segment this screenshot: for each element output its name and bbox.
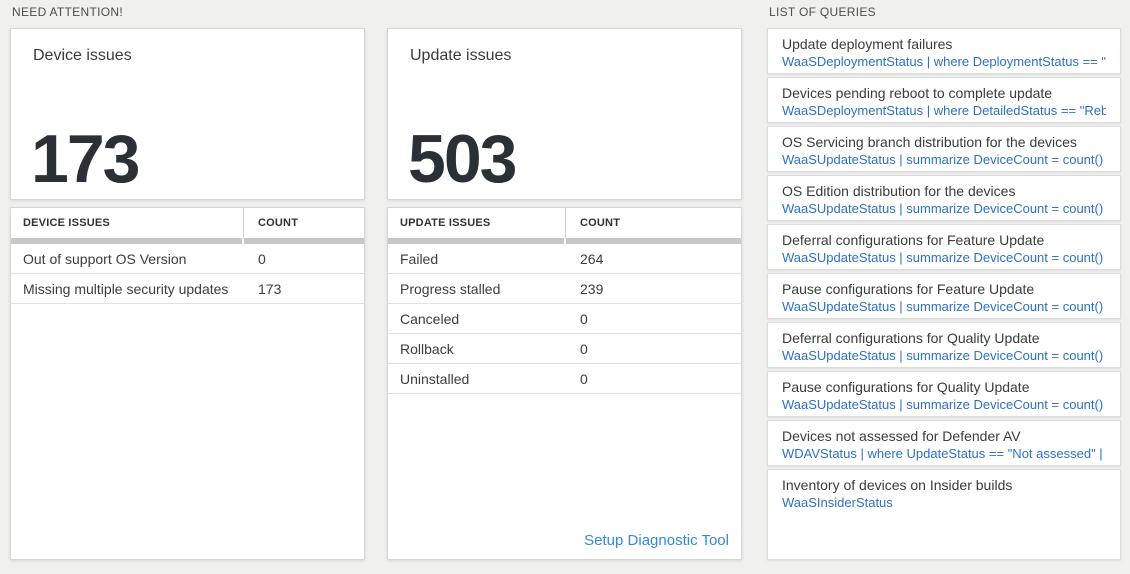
query-item[interactable]: Update deployment failures WaaSDeploymen… — [767, 28, 1121, 74]
query-text: WaaSUpdateStatus | summarize DeviceCount… — [782, 250, 1106, 265]
horizontal-scrollbar[interactable] — [11, 238, 364, 244]
query-item[interactable]: Deferral configurations for Quality Upda… — [767, 322, 1121, 368]
device-issues-table: DEVICE ISSUES COUNT Out of support OS Ve… — [10, 207, 365, 560]
row-label: Failed — [400, 250, 439, 267]
query-item[interactable]: Devices not assessed for Defender AV WDA… — [767, 420, 1121, 466]
table-row[interactable]: Progress stalled 239 — [388, 274, 741, 304]
need-attention-header: NEED ATTENTION! — [12, 5, 123, 19]
query-title: Pause configurations for Quality Update — [782, 379, 1030, 395]
query-item[interactable]: Deferral configurations for Feature Upda… — [767, 224, 1121, 270]
setup-diagnostic-tool-link[interactable]: Setup Diagnostic Tool — [584, 532, 729, 549]
row-label: Progress stalled — [400, 280, 501, 297]
scrollbar-segment — [244, 238, 364, 244]
query-text: WaaSUpdateStatus | summarize DeviceCount… — [782, 397, 1106, 412]
update-issues-table-header: UPDATE ISSUES COUNT — [388, 208, 741, 238]
query-item[interactable]: Pause configurations for Feature Update … — [767, 273, 1121, 319]
query-item[interactable]: Inventory of devices on Insider builds W… — [767, 469, 1121, 560]
update-issues-tile[interactable]: Update issues 503 — [387, 28, 742, 200]
query-item[interactable]: OS Edition distribution for the devices … — [767, 175, 1121, 221]
query-title: Deferral configurations for Quality Upda… — [782, 330, 1040, 346]
row-label: Out of support OS Version — [23, 250, 187, 267]
query-text: WaaSDeploymentStatus | where DetailedSta… — [782, 103, 1106, 118]
column-header-update-issues: UPDATE ISSUES — [388, 208, 566, 238]
query-text: WDAVStatus | where UpdateStatus == "Not … — [782, 446, 1106, 461]
row-label: Canceled — [400, 310, 460, 327]
query-title: Devices pending reboot to complete updat… — [782, 85, 1053, 101]
row-count: 0 — [580, 310, 588, 327]
list-of-queries-header: LIST OF QUERIES — [769, 5, 876, 19]
query-list: Update deployment failures WaaSDeploymen… — [767, 28, 1121, 560]
query-list-column: LIST OF QUERIES Update deployment failur… — [767, 0, 1121, 574]
device-issues-count: 173 — [31, 121, 140, 197]
device-issues-table-header: DEVICE ISSUES COUNT — [11, 208, 364, 238]
query-item[interactable]: OS Servicing branch distribution for the… — [767, 126, 1121, 172]
query-item[interactable]: Pause configurations for Quality Update … — [767, 371, 1121, 417]
column-header-count: COUNT — [580, 217, 621, 229]
query-text: WaaSInsiderStatus — [782, 495, 893, 510]
row-label: Uninstalled — [400, 370, 470, 387]
query-title: Devices not assessed for Defender AV — [782, 428, 1021, 444]
query-title: OS Edition distribution for the devices — [782, 183, 1016, 199]
query-item[interactable]: Devices pending reboot to complete updat… — [767, 77, 1121, 123]
update-issues-table: UPDATE ISSUES COUNT Failed 264 Progress … — [387, 207, 742, 560]
table-row[interactable]: Canceled 0 — [388, 304, 741, 334]
table-row[interactable]: Uninstalled 0 — [388, 364, 741, 394]
query-title: Pause configurations for Feature Update — [782, 281, 1035, 297]
device-issues-tile[interactable]: Device issues 173 — [10, 28, 365, 200]
row-count: 264 — [580, 250, 604, 267]
scrollbar-segment — [566, 238, 741, 244]
horizontal-scrollbar[interactable] — [388, 238, 741, 244]
device-issues-tile-title: Device issues — [33, 47, 132, 64]
row-count: 173 — [258, 280, 282, 297]
table-row[interactable]: Rollback 0 — [388, 334, 741, 364]
update-issues-column: Update issues 503 UPDATE ISSUES COUNT Fa… — [387, 0, 742, 574]
column-header-device-issues: DEVICE ISSUES — [11, 208, 244, 238]
query-text: WaaSUpdateStatus | summarize DeviceCount… — [782, 152, 1106, 167]
scrollbar-segment — [388, 238, 564, 244]
row-label: Missing multiple security updates — [23, 280, 229, 297]
row-label: Rollback — [400, 340, 454, 357]
row-count: 0 — [258, 250, 266, 267]
table-row[interactable]: Out of support OS Version 0 — [11, 244, 364, 274]
column-header-count: COUNT — [258, 217, 299, 229]
table-row[interactable]: Failed 264 — [388, 244, 741, 274]
row-count: 0 — [580, 370, 588, 387]
update-issues-tile-title: Update issues — [410, 47, 512, 64]
device-issues-column: NEED ATTENTION! Device issues 173 DEVICE… — [10, 0, 365, 574]
query-title: Update deployment failures — [782, 36, 953, 52]
row-count: 0 — [580, 340, 588, 357]
query-title: OS Servicing branch distribution for the… — [782, 134, 1077, 150]
table-row[interactable]: Missing multiple security updates 173 — [11, 274, 364, 304]
scrollbar-gap — [242, 238, 244, 244]
query-title: Deferral configurations for Feature Upda… — [782, 232, 1045, 248]
query-title: Inventory of devices on Insider builds — [782, 477, 1013, 493]
query-text: WaaSDeploymentStatus | where DeploymentS… — [782, 54, 1106, 69]
query-text: WaaSUpdateStatus | summarize DeviceCount… — [782, 201, 1106, 216]
scrollbar-gap — [564, 238, 566, 244]
row-count: 239 — [580, 280, 604, 297]
query-text: WaaSUpdateStatus | summarize DeviceCount… — [782, 299, 1106, 314]
scrollbar-segment — [11, 238, 242, 244]
query-text: WaaSUpdateStatus | summarize DeviceCount… — [782, 348, 1106, 363]
update-issues-count: 503 — [408, 121, 517, 197]
